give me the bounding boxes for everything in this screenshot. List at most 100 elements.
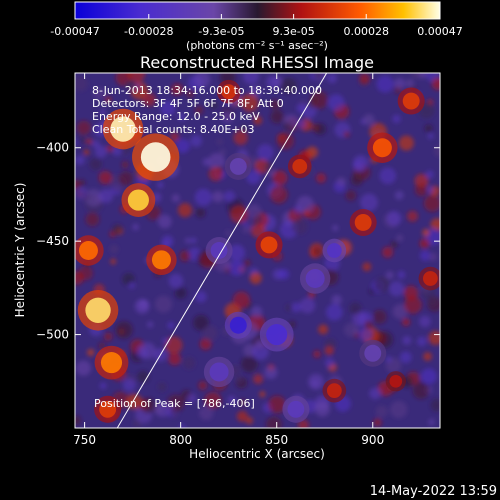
background-noise-blob xyxy=(167,321,175,330)
background-noise-blob xyxy=(75,360,92,376)
background-noise-blob xyxy=(236,410,248,422)
background-noise-blob xyxy=(193,73,211,88)
footer-timestamp: 14-May-2022 13:59 xyxy=(370,484,497,499)
background-noise-blob xyxy=(400,351,412,364)
colorbar-tick-label: -0.00028 xyxy=(124,25,173,38)
background-noise-blob xyxy=(318,324,329,335)
background-noise-blob xyxy=(75,415,81,425)
background-noise-blob xyxy=(168,352,182,366)
emission-source-core xyxy=(389,374,403,388)
colorbar: -0.00047 -0.00028 -9.3e-05 9.3e-05 0.00028 0.… xyxy=(50,1,463,52)
background-noise-blob xyxy=(324,358,335,368)
background-noise-blob xyxy=(212,191,224,203)
emission-source-core xyxy=(292,159,308,174)
background-noise-blob xyxy=(160,100,176,116)
background-noise-blob xyxy=(216,138,224,146)
background-noise-blob xyxy=(431,77,440,91)
emission-source-core xyxy=(209,362,229,382)
background-noise-blob xyxy=(385,356,392,363)
emission-source-core xyxy=(260,236,278,254)
background-noise-blob xyxy=(315,172,327,184)
background-noise-blob xyxy=(396,234,404,242)
background-noise-blob xyxy=(85,212,100,227)
x-tick-label: 850 xyxy=(265,433,288,447)
background-noise-blob xyxy=(302,210,310,218)
background-noise-blob xyxy=(270,185,288,204)
emission-source-core xyxy=(402,92,420,110)
background-noise-blob xyxy=(327,94,345,111)
background-noise-blob xyxy=(412,381,430,399)
background-noise-blob xyxy=(158,214,172,229)
background-noise-blob xyxy=(104,96,112,103)
background-noise-blob xyxy=(253,373,264,385)
background-noise-blob xyxy=(187,393,197,403)
background-noise-blob xyxy=(326,303,343,321)
background-noise-blob xyxy=(332,224,339,232)
background-noise-blob xyxy=(250,306,263,318)
background-noise-blob xyxy=(190,134,203,147)
x-axis-label: Heliocentric X (arcsec) xyxy=(189,447,325,461)
background-noise-blob xyxy=(106,144,115,153)
background-noise-blob xyxy=(199,338,212,351)
colorbar-gradient xyxy=(74,1,441,20)
background-noise-blob xyxy=(202,325,218,341)
background-noise-blob xyxy=(285,304,293,312)
background-noise-blob xyxy=(393,77,406,90)
background-noise-blob xyxy=(154,295,173,313)
background-noise-blob xyxy=(282,114,292,125)
background-noise-blob xyxy=(433,145,440,157)
background-noise-blob xyxy=(349,302,362,315)
background-noise-blob xyxy=(312,73,324,80)
emission-source-core xyxy=(266,324,288,346)
solar-limb-line xyxy=(116,73,328,428)
background-noise-blob xyxy=(327,73,338,84)
background-noise-blob xyxy=(389,281,405,297)
background-noise-blob xyxy=(313,350,321,359)
background-noise-blob xyxy=(364,320,374,330)
background-noise-blob xyxy=(162,337,169,344)
background-noise-blob xyxy=(291,302,302,313)
background-noise-blob xyxy=(416,336,427,347)
background-noise-blob xyxy=(379,167,397,185)
background-noise-blob xyxy=(179,250,191,262)
background-noise-blob xyxy=(430,398,440,412)
background-noise-blob xyxy=(195,207,206,218)
background-noise-blob xyxy=(253,116,263,125)
background-noise-blob xyxy=(185,89,195,98)
background-noise-blob xyxy=(171,83,184,96)
colorbar-tick-label: -0.00047 xyxy=(50,25,99,38)
background-noise-blob xyxy=(198,380,208,391)
background-noise-blob xyxy=(184,237,191,244)
background-noise-blob xyxy=(138,342,156,360)
background-noise-blob xyxy=(394,190,404,200)
background-noise-blob xyxy=(242,225,251,234)
background-noise-blob xyxy=(195,106,204,115)
background-noise-blob xyxy=(276,132,295,150)
background-noise-blob xyxy=(385,271,394,280)
background-noise-blob xyxy=(249,272,262,285)
emission-source-core xyxy=(78,240,98,261)
background-noise-blob xyxy=(168,273,184,289)
background-noise-blob xyxy=(311,123,320,132)
background-noise-blob xyxy=(263,162,273,173)
background-noise-blob xyxy=(353,160,365,172)
background-noise-blob xyxy=(132,223,140,231)
background-noise-blob xyxy=(246,170,261,185)
background-noise-blob xyxy=(208,153,226,171)
y-tick-label: −450 xyxy=(36,234,69,248)
background-noise-blob xyxy=(411,73,421,79)
background-noise-blob xyxy=(111,223,123,235)
background-noise-blob xyxy=(376,75,394,93)
emission-source-core xyxy=(210,242,228,259)
background-noise-blob xyxy=(175,138,190,154)
background-noise-blob xyxy=(310,91,329,109)
background-noise-blob xyxy=(99,382,107,390)
background-noise-blob xyxy=(397,270,406,279)
background-noise-blob xyxy=(147,321,154,328)
background-noise-blob xyxy=(414,173,429,188)
background-noise-blob xyxy=(428,418,435,426)
background-noise-blob xyxy=(171,194,180,203)
emission-source-core xyxy=(305,269,325,289)
background-noise-blob xyxy=(343,131,350,138)
